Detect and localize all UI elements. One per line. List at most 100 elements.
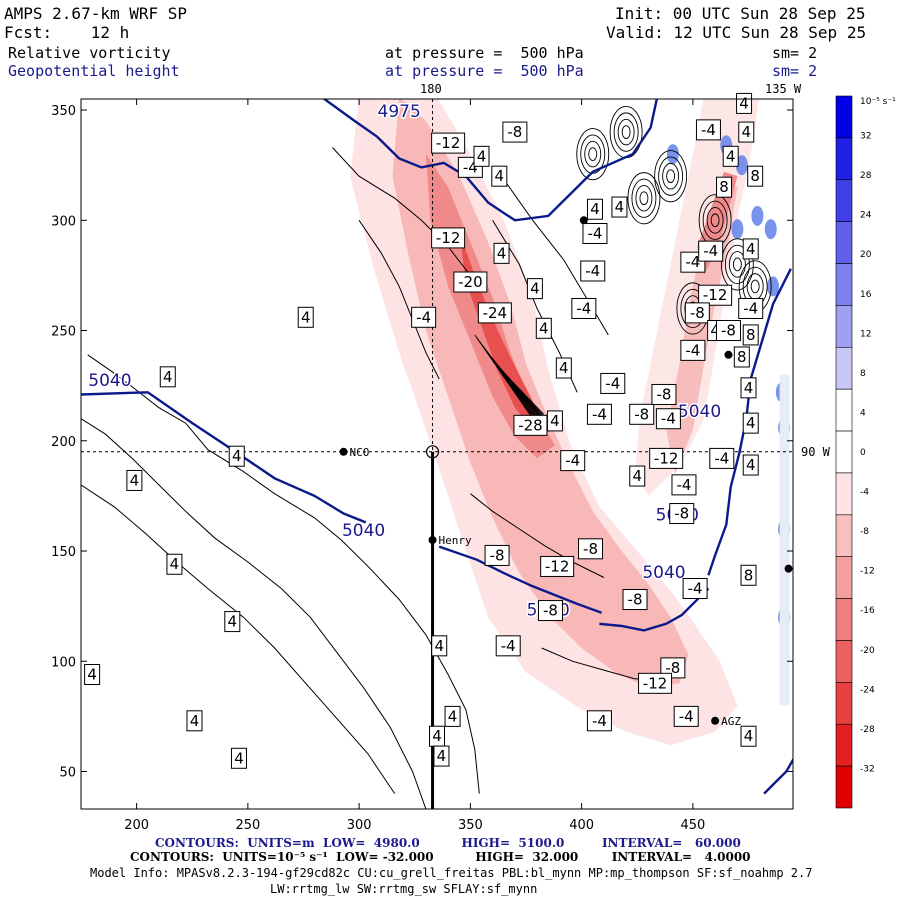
y-tick-label: 100 <box>51 655 76 670</box>
meridian-label-top: 180 <box>420 82 442 96</box>
vorticity-label-box <box>186 710 203 732</box>
colorbar-tick-label: 20 <box>860 250 872 260</box>
colorbar-segment <box>835 640 853 683</box>
vorticity-label-text: 4 <box>232 447 242 465</box>
vorticity-label: 4 <box>629 465 646 487</box>
vorticity-label-text: 4 <box>130 471 140 489</box>
vorticity-label: -4 <box>586 403 612 425</box>
vorticity-label: 4 <box>742 238 759 260</box>
vorticity-label: 8 <box>740 564 757 586</box>
vorticity-label-box <box>526 278 543 300</box>
vorticity-label-box <box>495 635 521 657</box>
vorticity-contour-cluster <box>702 200 728 240</box>
vorticity-label-box <box>722 145 739 167</box>
vorticity-label-box <box>555 357 572 379</box>
vorticity-label-box <box>484 544 510 566</box>
vorticity-label: -4 <box>495 635 521 657</box>
vorticity-label: -4 <box>680 339 706 361</box>
vorticity-label-box <box>444 705 461 727</box>
x-tick-label: 250 <box>235 818 260 833</box>
vorticity-label: 4 <box>740 377 757 399</box>
height-contour-label: 5040 <box>88 371 131 391</box>
vorticity-contour-cluster <box>627 172 661 225</box>
vorticity-label-text: 8 <box>744 566 754 584</box>
y-tick-label: 250 <box>51 325 76 340</box>
vorticity-label: 8 <box>747 165 764 187</box>
vorticity-label-text: 4 <box>710 322 720 340</box>
colorbar-segment <box>835 305 853 348</box>
colorbar-tick-label: -32 <box>860 764 875 774</box>
vorticity-label-text: -4 <box>688 580 703 598</box>
footer-vorticity-contours: CONTOURS: UNITS=10⁻⁵ s⁻¹ LOW= -32.000 HI… <box>130 850 751 864</box>
vorticity-label: -8 <box>502 121 528 143</box>
vorticity-label: -4 <box>586 710 612 732</box>
colorbar-segment <box>835 179 853 222</box>
vorticity-label-text: 4 <box>746 414 756 432</box>
vorticity-contour-line <box>358 220 440 380</box>
vorticity-label-text: 4 <box>495 167 505 185</box>
vorticity-label-text: -4 <box>703 242 718 260</box>
vorticity-contour-cluster <box>750 279 760 294</box>
vorticity-label: 4 <box>84 663 101 685</box>
vorticity-label-box <box>738 121 755 143</box>
vorticity-label-text: 4 <box>170 555 180 573</box>
x-tick-label: 450 <box>680 818 705 833</box>
vorticity-contour-line <box>332 147 471 276</box>
vorticity-label-text: -4 <box>685 253 700 271</box>
colorbar-segment <box>835 346 853 390</box>
vorticity-label-text: -4 <box>685 341 700 359</box>
colorbar-segment <box>835 472 853 516</box>
vorticity-label: 4 <box>491 165 508 187</box>
vorticity-label-text: -24 <box>483 304 508 322</box>
vorticity-label-text: 4 <box>744 727 754 745</box>
vorticity-label-text: 4 <box>744 379 754 397</box>
vorticity-label-text: 4 <box>234 749 244 767</box>
vorticity-label: 4 <box>526 278 543 300</box>
station-label: AGZ <box>721 715 741 728</box>
vorticity-label-box <box>629 403 655 425</box>
vorticity-contour-cluster <box>724 244 750 285</box>
colorbar-segment <box>835 598 853 641</box>
vorticity-label: -4 <box>680 251 706 273</box>
vorticity-label-text: -4 <box>585 262 600 280</box>
vorticity-label-box <box>671 474 697 496</box>
x-tick-label: 200 <box>124 818 149 833</box>
vorticity-label-box <box>586 710 612 732</box>
forecast-hour: Fcst: 12 h <box>4 23 130 42</box>
vorticity-label-text: -12 <box>654 449 679 467</box>
vorticity-contour-line <box>81 418 427 809</box>
vorticity-label-box <box>159 366 176 388</box>
vorticity-label-box <box>736 92 753 114</box>
vorticity-label: -12 <box>649 447 684 469</box>
vorticity-label-text: -4 <box>714 449 729 467</box>
vorticity-label: -28 <box>513 414 548 436</box>
vorticity-contour-cluster <box>631 178 657 218</box>
vorticity-label-box <box>431 227 466 249</box>
vorticity-label-text: -20 <box>458 273 483 291</box>
vorticity-label: -4 <box>411 306 437 328</box>
station-dot <box>579 216 588 225</box>
vorticity-label-box <box>224 611 241 633</box>
vorticity-label-box <box>546 410 563 432</box>
vorticity-label-box <box>166 553 183 575</box>
vorticity-label-text: 4 <box>497 244 507 262</box>
vorticity-label-box <box>669 503 695 525</box>
vorticity-label: -4 <box>571 297 597 319</box>
height-contour-label: 5040 <box>342 521 385 541</box>
colorbar-tick-label: -20 <box>860 646 875 656</box>
vorticity-label-text: -12 <box>545 557 570 575</box>
vorticity-contour-line <box>470 493 605 578</box>
vorticity-contour-cluster <box>666 169 676 184</box>
vorticity-label-box <box>698 240 724 262</box>
x-tick-label: 350 <box>458 818 483 833</box>
height-contour-line <box>81 391 367 524</box>
vorticity-label: 8 <box>716 176 733 198</box>
vorticity-label-box <box>738 297 764 319</box>
vorticity-label-text: -4 <box>701 121 716 139</box>
vorticity-label-text: 8 <box>719 178 729 196</box>
vorticity-label-box <box>629 465 646 487</box>
vorticity-label-text: -4 <box>416 308 431 326</box>
vorticity-contour-cluster <box>720 238 754 291</box>
vorticity-label: 4 <box>738 121 755 143</box>
colorbar-segment <box>835 723 853 767</box>
